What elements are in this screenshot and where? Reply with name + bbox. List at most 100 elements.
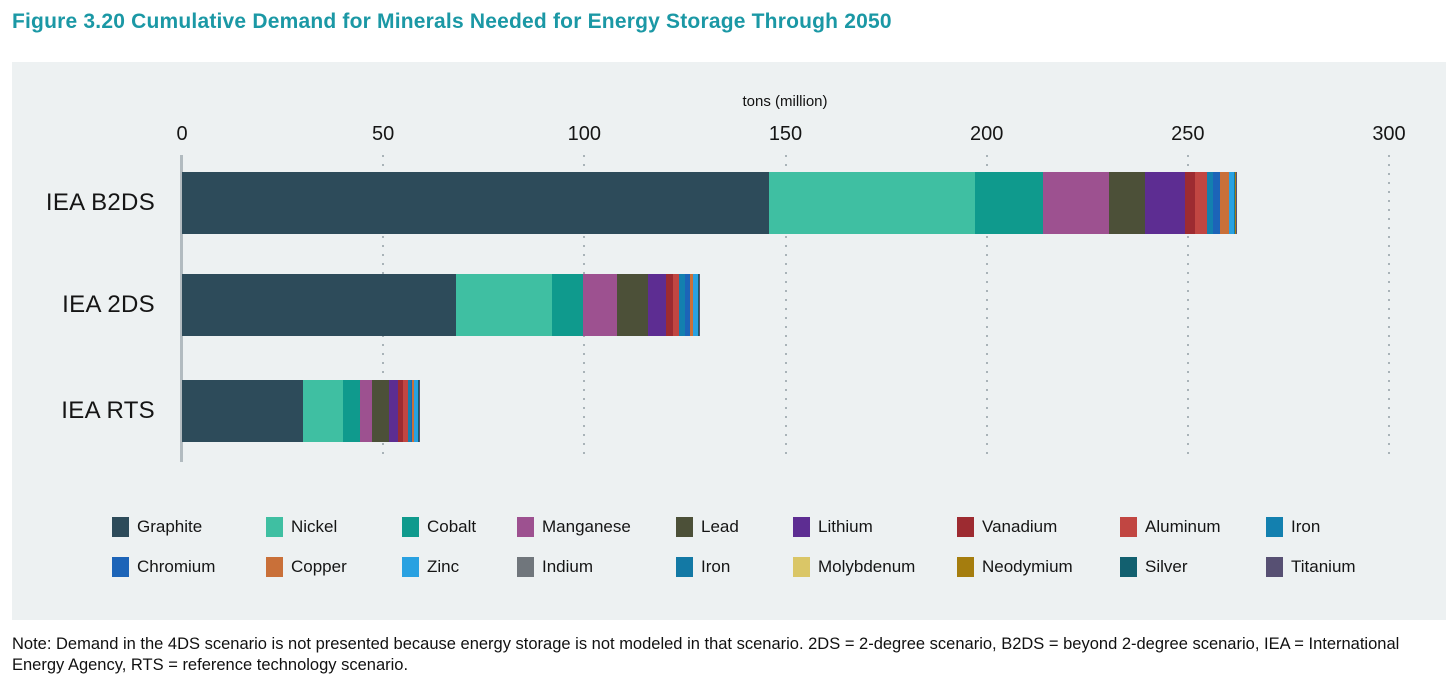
x-tick-0: 0 — [176, 123, 188, 145]
segment-chromium — [684, 274, 691, 336]
legend-item-iron: Iron — [1266, 517, 1320, 537]
legend-label: Vanadium — [982, 517, 1058, 536]
legend-swatch-zinc — [402, 557, 419, 577]
segment-graphite — [182, 172, 770, 234]
segment-lead — [372, 380, 390, 442]
segment-aluminum — [403, 380, 409, 442]
x-tick-100: 100 — [567, 123, 602, 145]
legend-label: Aluminum — [1145, 517, 1221, 536]
segment-lead — [1108, 172, 1145, 234]
legend-swatch-vanadium — [957, 517, 974, 537]
x-tick-50: 50 — [372, 123, 395, 145]
segment-iron — [408, 380, 411, 442]
legend-swatch-titanium — [1266, 557, 1283, 577]
segment-nickel — [302, 380, 343, 442]
legend-label: Nickel — [291, 517, 338, 536]
legend-item-aluminum: Aluminum — [1120, 517, 1221, 537]
legend-label: Cobalt — [427, 517, 477, 536]
segment-cobalt — [552, 274, 584, 336]
legend-swatch-graphite — [112, 517, 129, 537]
legend-swatch-lead — [676, 517, 693, 537]
legend-item-titanium: Titanium — [1266, 557, 1356, 577]
legend-swatch-neodymium — [957, 557, 974, 577]
segment-aluminum — [1195, 172, 1207, 234]
segment-chromium — [410, 380, 413, 442]
legend-item-copper: Copper — [266, 557, 347, 577]
segment-zinc — [414, 380, 418, 442]
segment-iron — [1206, 172, 1214, 234]
segment-vanadium — [666, 274, 674, 336]
segment-manganese — [359, 380, 373, 442]
gridline-250 — [1186, 155, 1189, 460]
legend-label: Iron — [1291, 517, 1321, 536]
legend-swatch-lithium — [793, 517, 810, 537]
bar-row-iea-rts: IEA RTS — [12, 380, 1446, 442]
segment-nickel — [455, 274, 553, 336]
legend-item-molybdenum: Molybdenum — [793, 557, 915, 577]
category-label: IEA B2DS — [45, 189, 155, 216]
x-tick-150: 150 — [768, 123, 803, 145]
legend-label: Graphite — [137, 517, 203, 536]
legend-swatch-iron — [1266, 517, 1283, 537]
legend-item-manganese: Manganese — [517, 517, 631, 537]
x-tick-200: 200 — [969, 123, 1004, 145]
legend-label: Silver — [1145, 557, 1188, 576]
segment-manganese — [1042, 172, 1109, 234]
segment-graphite — [182, 274, 456, 336]
segment-manganese — [583, 274, 618, 336]
legend-swatch-cobalt — [402, 517, 419, 537]
x-tick-250: 250 — [1171, 123, 1205, 145]
legend-label: Titanium — [1291, 557, 1356, 576]
stacked-bar — [182, 380, 419, 442]
legend-label: Chromium — [137, 557, 216, 576]
legend-item-cobalt: Cobalt — [402, 517, 476, 537]
legend-label: Copper — [291, 557, 347, 576]
legend-item-chromium: Chromium — [112, 557, 215, 577]
segment-lead — [617, 274, 649, 336]
segment-copper — [412, 380, 415, 442]
chart-panel: tons (million) 0 50 100 150 200 250 300 IEA B2… — [12, 62, 1446, 620]
category-label: IEA 2DS — [62, 291, 155, 318]
segment-copper — [690, 274, 694, 336]
segment-vanadium — [398, 380, 404, 442]
segment-zinc — [1229, 172, 1234, 234]
legend-swatch-nickel — [266, 517, 283, 537]
stacked-bar — [182, 172, 1237, 234]
legend-swatch-chromium — [112, 557, 129, 577]
legend-label: Lithium — [818, 517, 873, 536]
legend-item-iron: Iron — [676, 557, 730, 577]
x-axis-title: tons (million) — [742, 93, 828, 110]
segment-vanadium — [1184, 172, 1196, 234]
gridline-300 — [1388, 155, 1390, 460]
legend-item-nickel: Nickel — [266, 517, 337, 537]
legend-label: Iron — [701, 557, 731, 576]
legend-item-vanadium: Vanadium — [957, 517, 1057, 537]
segment-lithium — [648, 274, 667, 336]
legend-item-neodymium: Neodymium — [957, 557, 1073, 577]
gridline-150 — [784, 155, 787, 460]
gridline-200 — [985, 155, 988, 460]
segment-lithium — [1144, 172, 1185, 234]
segment-zinc — [693, 274, 698, 336]
segment-iron — [679, 274, 685, 336]
y-axis-line — [180, 155, 183, 462]
legend-swatch-manganese — [517, 517, 534, 537]
segment-nickel — [769, 172, 975, 234]
stacked-bar — [182, 274, 699, 336]
legend-swatch-silver — [1120, 557, 1137, 577]
legend-item-zinc: Zinc — [402, 557, 459, 577]
segment-lithium — [389, 380, 399, 442]
segment-cobalt — [342, 380, 360, 442]
bar-row-iea-2ds: IEA 2DS — [12, 274, 1446, 336]
legend-label: Zinc — [427, 557, 460, 576]
legend-label: Indium — [542, 557, 594, 576]
segment-chromium — [1213, 172, 1220, 234]
legend-label: Lead — [701, 517, 739, 536]
legend-label: Molybdenum — [818, 557, 916, 576]
legend-swatch-indium — [517, 557, 534, 577]
legend-item-lithium: Lithium — [793, 517, 873, 537]
segment-aluminum — [673, 274, 680, 336]
segment-cobalt — [974, 172, 1043, 234]
x-tick-300: 300 — [1372, 123, 1406, 145]
segment-copper — [1219, 172, 1230, 234]
